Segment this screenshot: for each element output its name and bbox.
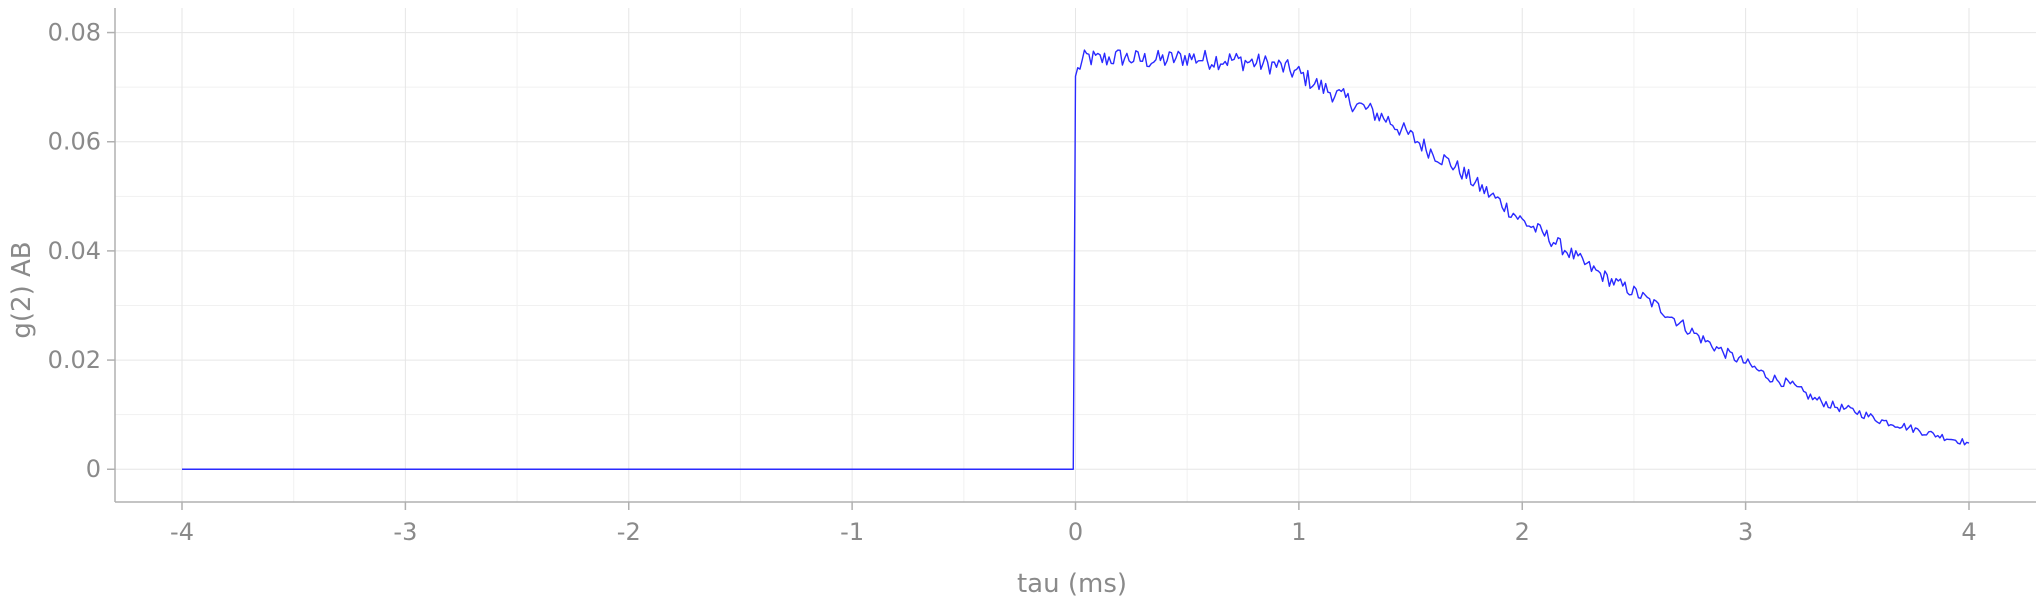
- x-tick-label: -4: [170, 518, 194, 546]
- y-axis-ticks: 0 0.02 0.04 0.06 0.08: [48, 19, 115, 483]
- x-tick-label: -2: [617, 518, 641, 546]
- x-tick-label: 3: [1738, 518, 1753, 546]
- y-tick-label: 0.04: [48, 237, 101, 265]
- x-tick-label: 2: [1515, 518, 1530, 546]
- g2-series-line: [182, 49, 1970, 470]
- x-tick-label: -1: [840, 518, 864, 546]
- x-tick-label: 0: [1068, 518, 1083, 546]
- y-axis-label: g(2) AB: [7, 241, 37, 338]
- y-tick-label: 0.06: [48, 128, 101, 156]
- y-tick-label: 0.02: [48, 346, 101, 374]
- x-axis-label: tau (ms): [1017, 569, 1127, 599]
- series-layer: [182, 49, 1970, 470]
- x-tick-label: 1: [1291, 518, 1306, 546]
- x-tick-label: -3: [393, 518, 417, 546]
- x-tick-label: 4: [1961, 518, 1976, 546]
- x-axis-ticks: -4 -3 -2 -1 0 1 2 3 4: [170, 502, 1977, 546]
- y-tick-label: 0.08: [48, 19, 101, 47]
- y-tick-label: 0: [86, 455, 101, 483]
